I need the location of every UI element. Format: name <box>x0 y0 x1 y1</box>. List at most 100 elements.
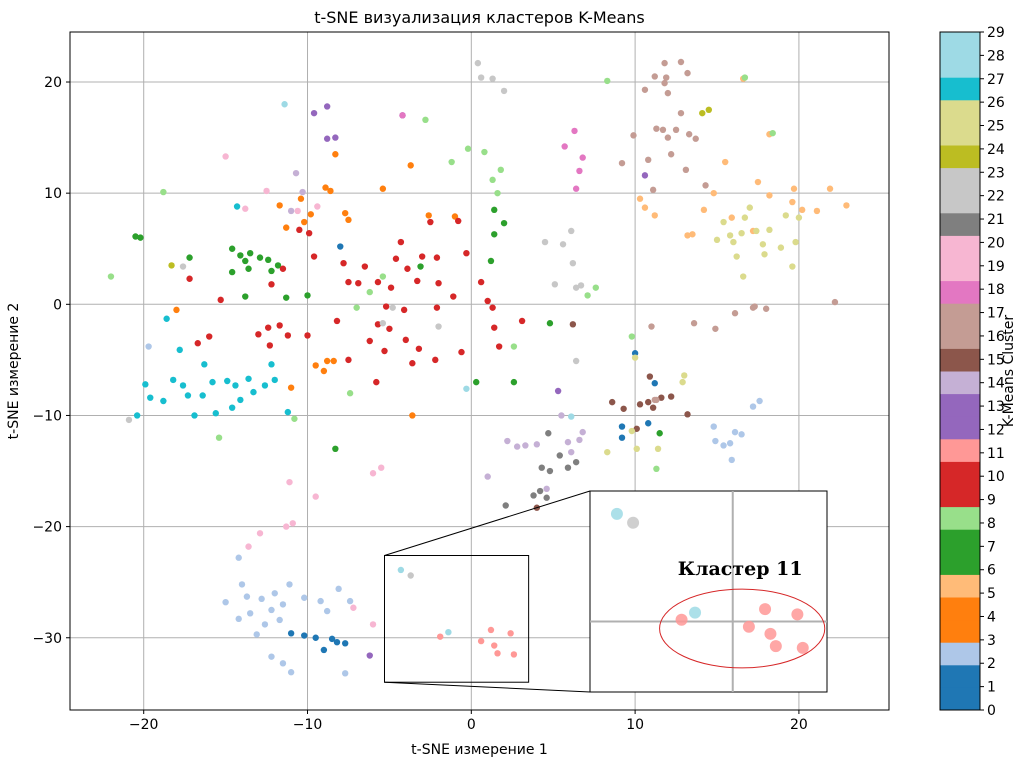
cluster-12-point <box>332 134 339 141</box>
cluster-9-point <box>400 306 408 314</box>
cluster-27-point <box>250 388 257 396</box>
cluster-14-point <box>579 428 586 436</box>
y-tick-label: 0 <box>53 297 62 313</box>
cluster-17-point <box>672 126 680 134</box>
colorbar-segment-6 <box>940 551 980 575</box>
colorbar-segment-21 <box>940 212 980 236</box>
colorbar-tick-label: 11 <box>987 446 1005 462</box>
cluster-17-point <box>661 59 668 67</box>
cluster-26-point <box>604 448 611 456</box>
cluster-17-point <box>677 58 685 66</box>
cluster-0-point <box>333 639 341 646</box>
cluster-17-point <box>692 135 699 142</box>
cluster-2-point <box>720 442 727 449</box>
colorbar-segment-11 <box>940 438 980 462</box>
cluster-5-point <box>710 189 717 197</box>
colorbar-tick-label: 4 <box>987 609 996 625</box>
cluster-20-point <box>289 520 296 527</box>
colorbar-tick-label: 24 <box>987 142 1005 158</box>
cluster-21-point <box>556 452 563 459</box>
cluster-9-point <box>345 278 352 286</box>
cluster-26-point <box>789 263 796 270</box>
cluster-0-point <box>341 640 349 647</box>
colorbar-segment-15 <box>940 348 980 372</box>
cluster-17-point <box>649 186 657 194</box>
colorbar-segment-3 <box>940 619 980 643</box>
cluster-0-point <box>320 646 328 654</box>
cluster-17-point <box>831 298 839 306</box>
colorbar-segment-1 <box>940 664 980 688</box>
cluster-9-point <box>433 304 441 311</box>
cluster-17-point <box>641 86 649 93</box>
cluster-14-point <box>564 438 572 446</box>
cluster-27-point <box>147 394 154 401</box>
colorbar-segment-2 <box>940 642 980 666</box>
cluster-23-point <box>568 227 575 235</box>
cluster-9-point <box>361 263 369 270</box>
main-gridlines <box>70 32 889 710</box>
cluster-20-point <box>369 621 377 628</box>
cluster-6-point <box>228 268 236 276</box>
colorbar-tick-label: 13 <box>987 399 1005 415</box>
colorbar-tick-label: 5 <box>987 586 996 602</box>
x-axis: −20 −10 0 10 20 <box>129 710 808 733</box>
cluster-27-point <box>224 377 231 385</box>
colorbar-segment-7 <box>940 529 980 553</box>
plot-frame <box>69 31 890 711</box>
cluster-12-point <box>323 135 331 142</box>
cluster-9-point <box>276 322 283 329</box>
cluster-8-point <box>653 465 660 473</box>
cluster-9-point <box>518 317 526 325</box>
cluster-23-point <box>477 74 485 81</box>
cluster-9-point <box>374 278 382 286</box>
cluster-0-point <box>301 632 308 639</box>
colorbar-tick-label: 3 <box>987 633 996 649</box>
cluster-2-point <box>335 585 342 593</box>
cluster-8-point <box>481 148 488 156</box>
cluster-6-point <box>283 294 290 301</box>
cluster-9-point <box>418 253 426 260</box>
cluster-9-point <box>186 275 193 282</box>
colorbar-segment-12 <box>940 416 980 440</box>
cluster-5-point <box>684 232 691 239</box>
colorbar-tick-label: 10 <box>987 469 1005 485</box>
cluster-9-point <box>279 265 287 272</box>
cluster-26-point <box>740 273 747 280</box>
cluster-27-point <box>142 381 149 388</box>
cluster-9-point <box>284 332 292 339</box>
cluster-5-point <box>813 207 821 215</box>
colorbar-tick-label: 7 <box>987 539 996 555</box>
cluster-26-point <box>654 445 662 453</box>
cluster-26-point <box>730 238 737 246</box>
cluster-27-point <box>232 382 239 389</box>
cluster-17-point <box>677 109 685 117</box>
cluster-6-point <box>137 234 144 241</box>
cluster-27-point <box>237 396 244 404</box>
cluster-9-point <box>463 249 470 257</box>
cluster-11-point <box>494 650 501 657</box>
cluster-14-point <box>299 188 306 196</box>
inset-cluster-11-point <box>759 603 772 616</box>
cluster-6-point <box>228 245 236 252</box>
cluster-23-point <box>572 284 580 291</box>
colorbar-tick-label: 16 <box>987 329 1005 345</box>
cluster-15-point <box>636 401 644 408</box>
cluster-23-point <box>489 75 496 82</box>
colorbar-segment-4 <box>940 597 980 621</box>
cluster-9-point <box>484 297 491 305</box>
cluster-23-point <box>572 357 580 365</box>
cluster-6-point <box>264 256 272 264</box>
cluster-2-point <box>246 610 254 617</box>
cluster-6-point <box>417 263 424 270</box>
cluster-9-point <box>402 336 409 344</box>
cluster-14-point <box>484 473 491 480</box>
cluster-2-point <box>271 590 278 597</box>
cluster-3-point <box>425 212 432 219</box>
cluster-23-point <box>435 323 442 330</box>
cluster-17-point <box>661 79 668 87</box>
cluster-8-point <box>215 434 223 441</box>
cluster-2-point <box>276 616 283 624</box>
cluster-26-point <box>633 445 640 453</box>
cluster-8-point <box>584 292 591 299</box>
